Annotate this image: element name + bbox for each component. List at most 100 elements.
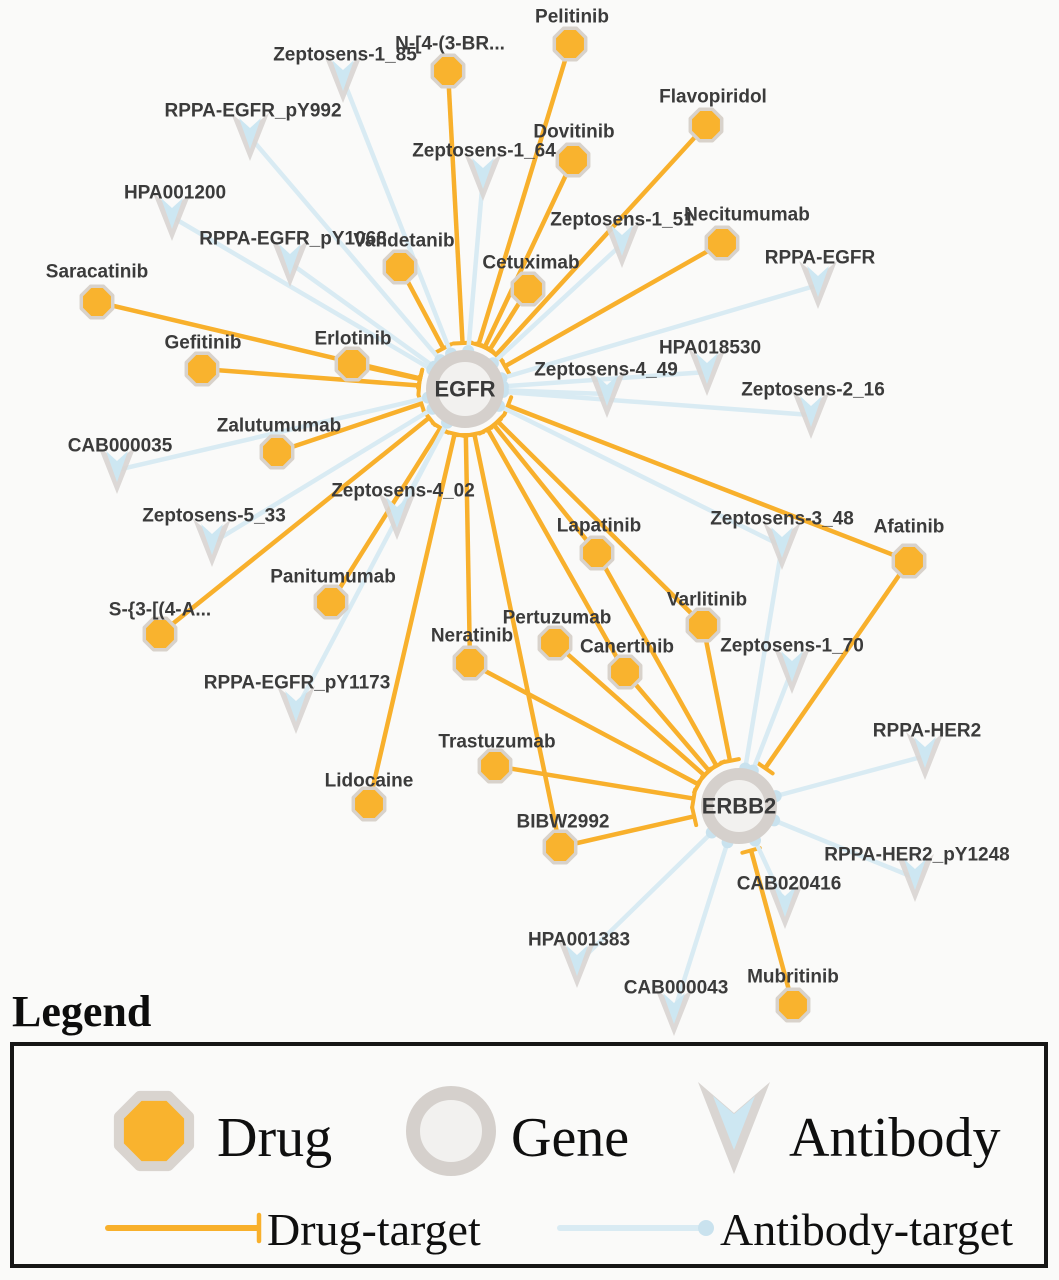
- drug-node-necitumumab[interactable]: [704, 225, 740, 261]
- node-label-dovitinib: Dovitinib: [533, 122, 614, 143]
- drug-node-lapatinib[interactable]: [579, 535, 615, 571]
- drug-node-flavopiridol[interactable]: [688, 107, 724, 143]
- antibody-node-hpa018530[interactable]: [688, 348, 726, 396]
- drug-node-trastuzumab[interactable]: [477, 748, 513, 784]
- node-label-vandetanib: Vandetanib: [353, 231, 454, 252]
- antibody-node-cab000043[interactable]: [655, 988, 693, 1036]
- drug-target-edge-necitumumab-egfr: [498, 241, 724, 377]
- drug-node-erlotinib[interactable]: [334, 346, 370, 382]
- drug-node-dovitinib[interactable]: [555, 142, 591, 178]
- node-label-neratinib: Neratinib: [431, 626, 513, 647]
- node-label-zeptosens-3-48: Zeptosens-3_48: [710, 509, 854, 530]
- legend-drug-icon: [113, 1090, 195, 1172]
- node-label-zalutumumab: Zalutumumab: [217, 416, 342, 437]
- legend-drug-label: Drug: [217, 1107, 333, 1169]
- antibody-node-rppa-her2-py1248[interactable]: [896, 854, 934, 902]
- antibody-node-hpa001383[interactable]: [558, 940, 596, 988]
- antibody-node-cab020416[interactable]: [766, 881, 804, 929]
- node-label-cab000035: CAB000035: [68, 436, 173, 457]
- drug-node-saracatinib[interactable]: [79, 284, 115, 320]
- drug-target-edge-trastuzumab-erbb2: [494, 763, 698, 810]
- node-label-zeptosens-1-85: Zeptosens-1_85: [273, 45, 417, 66]
- node-label-zeptosens-1-70: Zeptosens-1_70: [720, 636, 864, 657]
- antibody-node-zeptosens-1-85[interactable]: [324, 55, 362, 103]
- nodes-layer: EGFR ERBB2: [79, 26, 944, 1036]
- node-label-rppa-egfr-py1068: RPPA-EGFR_pY1068: [199, 229, 387, 250]
- node-label-bibw2992: BIBW2992: [517, 812, 610, 833]
- node-label-lapatinib: Lapatinib: [557, 516, 641, 537]
- drug-node-neratinib[interactable]: [452, 645, 488, 681]
- drug-node-mubritinib[interactable]: [775, 987, 811, 1023]
- node-label-rppa-egfr: RPPA-EGFR: [765, 248, 876, 269]
- drug-node-gefitinib[interactable]: [184, 351, 220, 387]
- drug-node-afatinib[interactable]: [891, 543, 927, 579]
- antibody-node-zeptosens-1-70[interactable]: [773, 646, 811, 694]
- antibody-node-zeptosens-3-48[interactable]: [763, 522, 801, 570]
- drug-node-vandetanib[interactable]: [382, 249, 418, 285]
- node-label-zeptosens-4-49: Zeptosens-4_49: [534, 360, 678, 381]
- antibody-node-rppa-her2[interactable]: [906, 732, 944, 780]
- drug-node-canertinib[interactable]: [607, 654, 643, 690]
- antibody-node-zeptosens-5-33[interactable]: [193, 519, 231, 567]
- drug-target-edge-bibw2992-erbb2: [559, 805, 699, 850]
- gene-node-egfr[interactable]: EGFR: [426, 350, 504, 428]
- antibody-node-zeptosens-1-64[interactable]: [464, 153, 502, 201]
- antibody-target-edge-zeptosens-1-85-egfr: [340, 78, 458, 360]
- node-label-rppa-her2-py1248: RPPA-HER2_pY1248: [824, 845, 1010, 866]
- node-label-pertuzumab: Pertuzumab: [503, 608, 612, 629]
- legend-gene-label: Gene: [511, 1107, 630, 1169]
- node-label-cab000043: CAB000043: [624, 978, 729, 999]
- gene-node-erbb2[interactable]: ERBB2: [701, 768, 777, 844]
- antibody-node-rppa-egfr[interactable]: [799, 261, 837, 309]
- node-label-pelitinib: Pelitinib: [535, 7, 609, 28]
- antibody-node-rppa-egfr-py1173[interactable]: [277, 686, 315, 734]
- antibody-target-edge-rppa-her2-erbb2: [769, 753, 926, 803]
- node-label-zeptosens-1-64: Zeptosens-1_64: [412, 141, 556, 162]
- node-label-flavopiridol: Flavopiridol: [659, 87, 767, 108]
- drug-target-edge-varlitinib-erbb2: [700, 624, 741, 765]
- legend-drug-edge-icon: [105, 1212, 262, 1244]
- node-label-cab020416: CAB020416: [737, 874, 842, 895]
- node-label-zeptosens-4-02: Zeptosens-4_02: [331, 481, 475, 502]
- drug-target-edge-afatinib-erbb2: [755, 559, 911, 776]
- drug-node-s-3-4-a[interactable]: [142, 616, 178, 652]
- drug-node-pelitinib[interactable]: [552, 26, 588, 62]
- antibody-node-zeptosens-1-51[interactable]: [603, 220, 641, 268]
- drug-node-zalutumumab[interactable]: [259, 434, 295, 470]
- antibody-node-rppa-egfr-py992[interactable]: [231, 113, 269, 161]
- node-label-erlotinib: Erlotinib: [314, 329, 391, 350]
- antibody-node-zeptosens-4-49[interactable]: [588, 370, 626, 418]
- antibody-node-zeptosens-2-16[interactable]: [792, 391, 830, 439]
- drug-node-varlitinib[interactable]: [685, 607, 721, 643]
- drug-node-bibw2992[interactable]: [542, 829, 578, 865]
- drug-node-lidocaine[interactable]: [351, 786, 387, 822]
- edges-layer: [96, 43, 926, 1013]
- node-label-gefitinib: Gefitinib: [164, 333, 241, 354]
- antibody-node-cab000035[interactable]: [98, 446, 136, 494]
- legend-antibody-edge-label: Antibody-target: [720, 1204, 1013, 1255]
- antibody-node-hpa001200[interactable]: [153, 193, 191, 241]
- node-label-canertinib: Canertinib: [580, 637, 674, 658]
- legend-antibody-label: Antibody: [789, 1107, 1001, 1169]
- antibody-node-zeptosens-4-02[interactable]: [378, 492, 416, 540]
- legend-drug-edge-label: Drug-target: [267, 1204, 481, 1255]
- node-label-hpa001383: HPA001383: [528, 930, 630, 951]
- labels-layer: Pelitinib N-[4-(3-BR... Flavopiridol Doviti…: [46, 7, 1010, 999]
- antibody-node-rppa-egfr-py1068[interactable]: [271, 239, 309, 287]
- antibody-target-edge-zeptosens-1-64-egfr: [462, 176, 486, 358]
- gene-label-erbb2: ERBB2: [702, 794, 777, 819]
- gene-label-egfr: EGFR: [434, 377, 495, 402]
- drug-node-cetuximab[interactable]: [510, 271, 546, 307]
- legend-antibody-icon: [698, 1082, 770, 1174]
- node-label-mubritinib: Mubritinib: [747, 967, 839, 988]
- legend-title: Legend: [12, 987, 152, 1036]
- drug-node-n-4-3-br[interactable]: [430, 53, 466, 89]
- legend-antibody-edge-icon: [557, 1220, 714, 1236]
- node-label-s-3-4-a: S-{3-[(4-A...: [109, 600, 211, 621]
- node-label-hpa018530: HPA018530: [659, 338, 761, 359]
- drug-node-pertuzumab[interactable]: [537, 625, 573, 661]
- antibody-target-edge-zeptosens-3-48-erbb2: [739, 545, 785, 775]
- drug-node-panitumumab[interactable]: [313, 584, 349, 620]
